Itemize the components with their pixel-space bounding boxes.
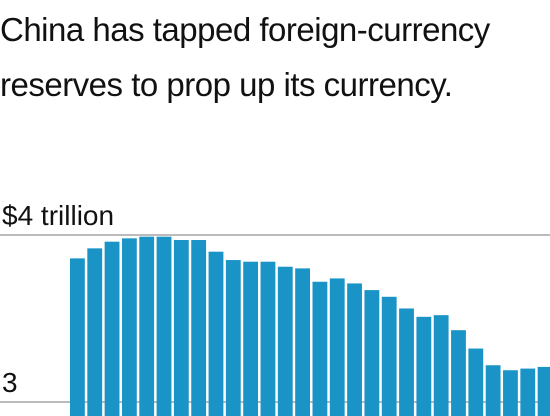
chart-title: China has tapped foreign-currency reserv… xyxy=(0,11,490,103)
bar xyxy=(260,261,276,416)
bar xyxy=(208,251,224,416)
bar xyxy=(121,238,137,416)
bar xyxy=(347,283,362,416)
bar xyxy=(139,236,155,416)
bar xyxy=(485,365,501,416)
bar xyxy=(399,308,414,416)
bar xyxy=(468,348,484,416)
bar xyxy=(329,278,345,416)
bar xyxy=(87,248,103,416)
bar xyxy=(416,316,432,416)
bar xyxy=(243,261,259,416)
bar xyxy=(381,296,397,416)
bar xyxy=(173,240,189,416)
bar xyxy=(433,315,449,416)
bar xyxy=(104,241,120,416)
bar xyxy=(312,281,328,416)
bar xyxy=(277,266,293,416)
bar xyxy=(156,236,172,416)
bar xyxy=(364,290,380,416)
bar xyxy=(295,268,310,416)
y-tick-label: $4 trillion xyxy=(2,200,114,231)
bar xyxy=(451,330,466,416)
y-tick-label: 3 xyxy=(2,367,18,398)
bar xyxy=(191,240,207,416)
bar xyxy=(503,370,518,416)
bar xyxy=(537,366,550,416)
bar xyxy=(225,260,241,416)
bar xyxy=(520,368,536,416)
bar xyxy=(70,258,85,416)
